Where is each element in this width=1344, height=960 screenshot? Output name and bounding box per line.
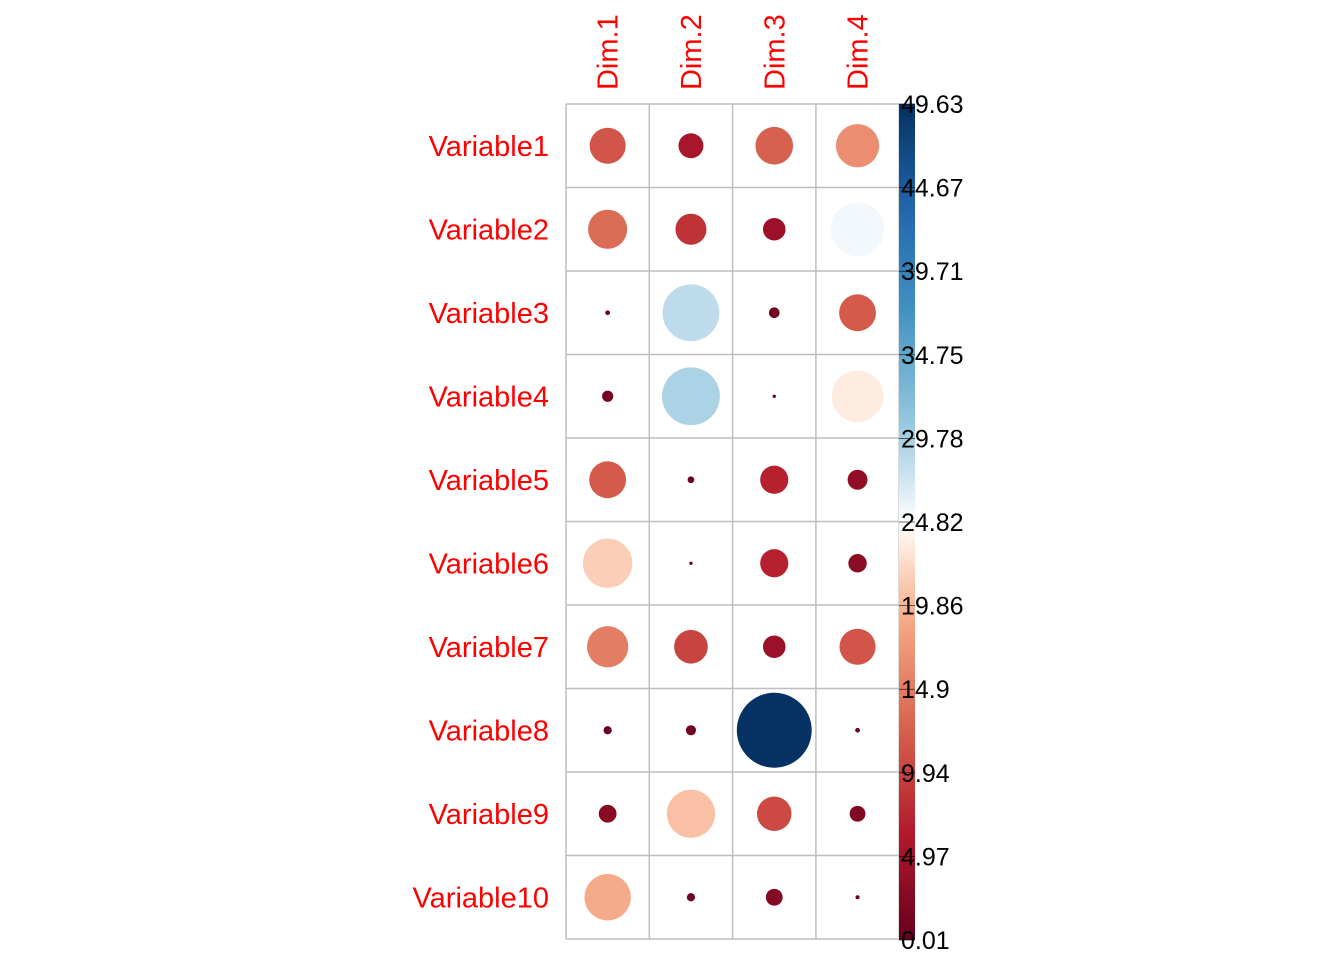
data-circle	[757, 796, 792, 831]
data-circle	[736, 692, 812, 768]
data-circle	[768, 307, 780, 319]
colorbar-tick-label: 49.63	[901, 91, 964, 119]
column-label: Dim.3	[759, 14, 791, 90]
column-label: Dim.2	[676, 14, 708, 90]
data-circle	[582, 538, 633, 588]
data-circle	[835, 124, 880, 168]
data-circle	[686, 893, 696, 902]
circles	[582, 124, 885, 921]
data-circle	[589, 461, 627, 499]
colorbar-tick-label: 9.94	[901, 760, 950, 788]
row-label: Variable5	[429, 465, 549, 497]
colorbar-tick-label: 39.71	[901, 258, 964, 286]
data-circle	[848, 554, 867, 573]
data-circle	[847, 469, 868, 490]
row-label: Variable7	[429, 632, 549, 664]
data-circle	[587, 626, 629, 668]
colorbar-tick-label: 0.01	[901, 927, 950, 955]
data-circle	[849, 805, 866, 822]
row-label: Variable8	[429, 715, 549, 747]
data-circle	[839, 628, 876, 665]
data-circle	[755, 126, 794, 165]
data-circle	[765, 888, 783, 906]
colorbar-tick-label: 44.67	[901, 175, 964, 203]
colorbar-tick-label: 4.97	[901, 843, 950, 871]
data-circle	[589, 127, 626, 164]
data-circle	[762, 217, 786, 241]
data-circle	[830, 202, 885, 257]
row-label: Variable9	[429, 799, 549, 831]
column-label: Dim.4	[843, 14, 875, 90]
row-labels: Variable1 Variable2 Variable3 Variable4 Vari…	[412, 131, 549, 915]
row-label: Variable3	[429, 298, 549, 330]
colorbar: 0.01 4.97 9.94 14.9 19.86 24.82 29.78 34.75 39.7…	[899, 91, 964, 955]
column-labels: Dim.1 Dim.2 Dim.3 Dim.4	[593, 14, 875, 90]
colorbar-tick-label: 24.82	[901, 509, 964, 537]
data-circle	[831, 370, 884, 423]
data-circle	[675, 213, 707, 245]
colorbar-tick-label: 29.78	[901, 425, 964, 453]
data-circle	[605, 310, 611, 316]
data-circle	[678, 133, 704, 159]
colorbar-tick-label: 34.75	[901, 342, 964, 370]
data-circle	[666, 789, 716, 838]
data-circle	[855, 727, 860, 733]
data-circle	[685, 725, 696, 736]
colorbar-tick-label: 14.9	[901, 676, 950, 704]
data-circle	[662, 367, 720, 426]
data-circle	[855, 895, 860, 900]
data-circle	[598, 804, 617, 823]
data-circle	[588, 209, 628, 249]
data-circle	[689, 561, 693, 565]
data-circle	[760, 465, 789, 494]
column-label: Dim.1	[593, 14, 625, 90]
data-circle	[772, 394, 776, 398]
data-circle	[760, 549, 789, 578]
colorbar-tick-label: 19.86	[901, 593, 964, 621]
data-circle	[603, 726, 612, 735]
row-label: Variable6	[429, 548, 549, 580]
data-circle	[602, 390, 614, 402]
data-circle	[584, 874, 631, 921]
data-circle	[762, 635, 786, 659]
data-circle	[674, 629, 708, 664]
data-circle	[687, 476, 695, 484]
row-label: Variable2	[429, 214, 549, 246]
row-label: Variable10	[412, 882, 549, 914]
data-circle	[839, 294, 876, 332]
row-label: Variable1	[429, 131, 549, 163]
data-circle	[662, 284, 720, 342]
row-label: Variable4	[429, 381, 549, 413]
